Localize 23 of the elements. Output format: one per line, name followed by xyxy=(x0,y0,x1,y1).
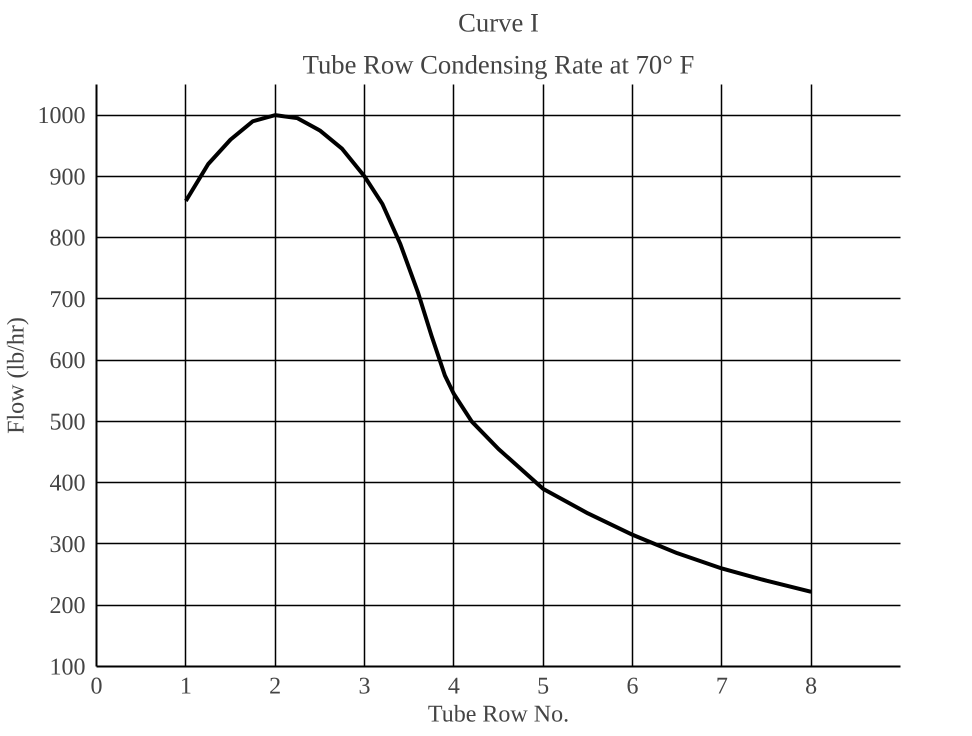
x-tick-label: 8 xyxy=(805,674,818,700)
x-tick-label: 7 xyxy=(716,674,728,700)
y-axis-title: Flow (lb/hr) xyxy=(4,317,30,434)
x-tick-label: 2 xyxy=(269,674,282,700)
x-tick-label: 5 xyxy=(537,674,550,700)
y-tick-label: 600 xyxy=(50,348,86,374)
y-tick-label: 900 xyxy=(50,164,86,190)
chart-subtitle: Tube Row Condensing Rate at 70° F xyxy=(302,50,694,80)
y-tick-label: 400 xyxy=(50,470,86,497)
chart-title: Curve I xyxy=(458,8,539,38)
x-axis-title: Tube Row No. xyxy=(428,702,570,728)
y-tick-label: 500 xyxy=(50,409,86,436)
x-tick-label: 0 xyxy=(90,674,102,700)
x-tick-label: 6 xyxy=(626,674,638,700)
y-tick-label: 200 xyxy=(50,593,86,620)
x-tick-label: 3 xyxy=(358,674,370,700)
y-tick-label: 1000 xyxy=(38,103,86,130)
x-tick-label: 1 xyxy=(180,674,192,700)
y-tick-label: 700 xyxy=(50,286,86,313)
y-tick-label: 300 xyxy=(50,532,86,558)
y-tick-label: 100 xyxy=(50,654,86,680)
x-tick-label: 4 xyxy=(448,674,460,700)
y-tick-label: 800 xyxy=(50,226,86,252)
